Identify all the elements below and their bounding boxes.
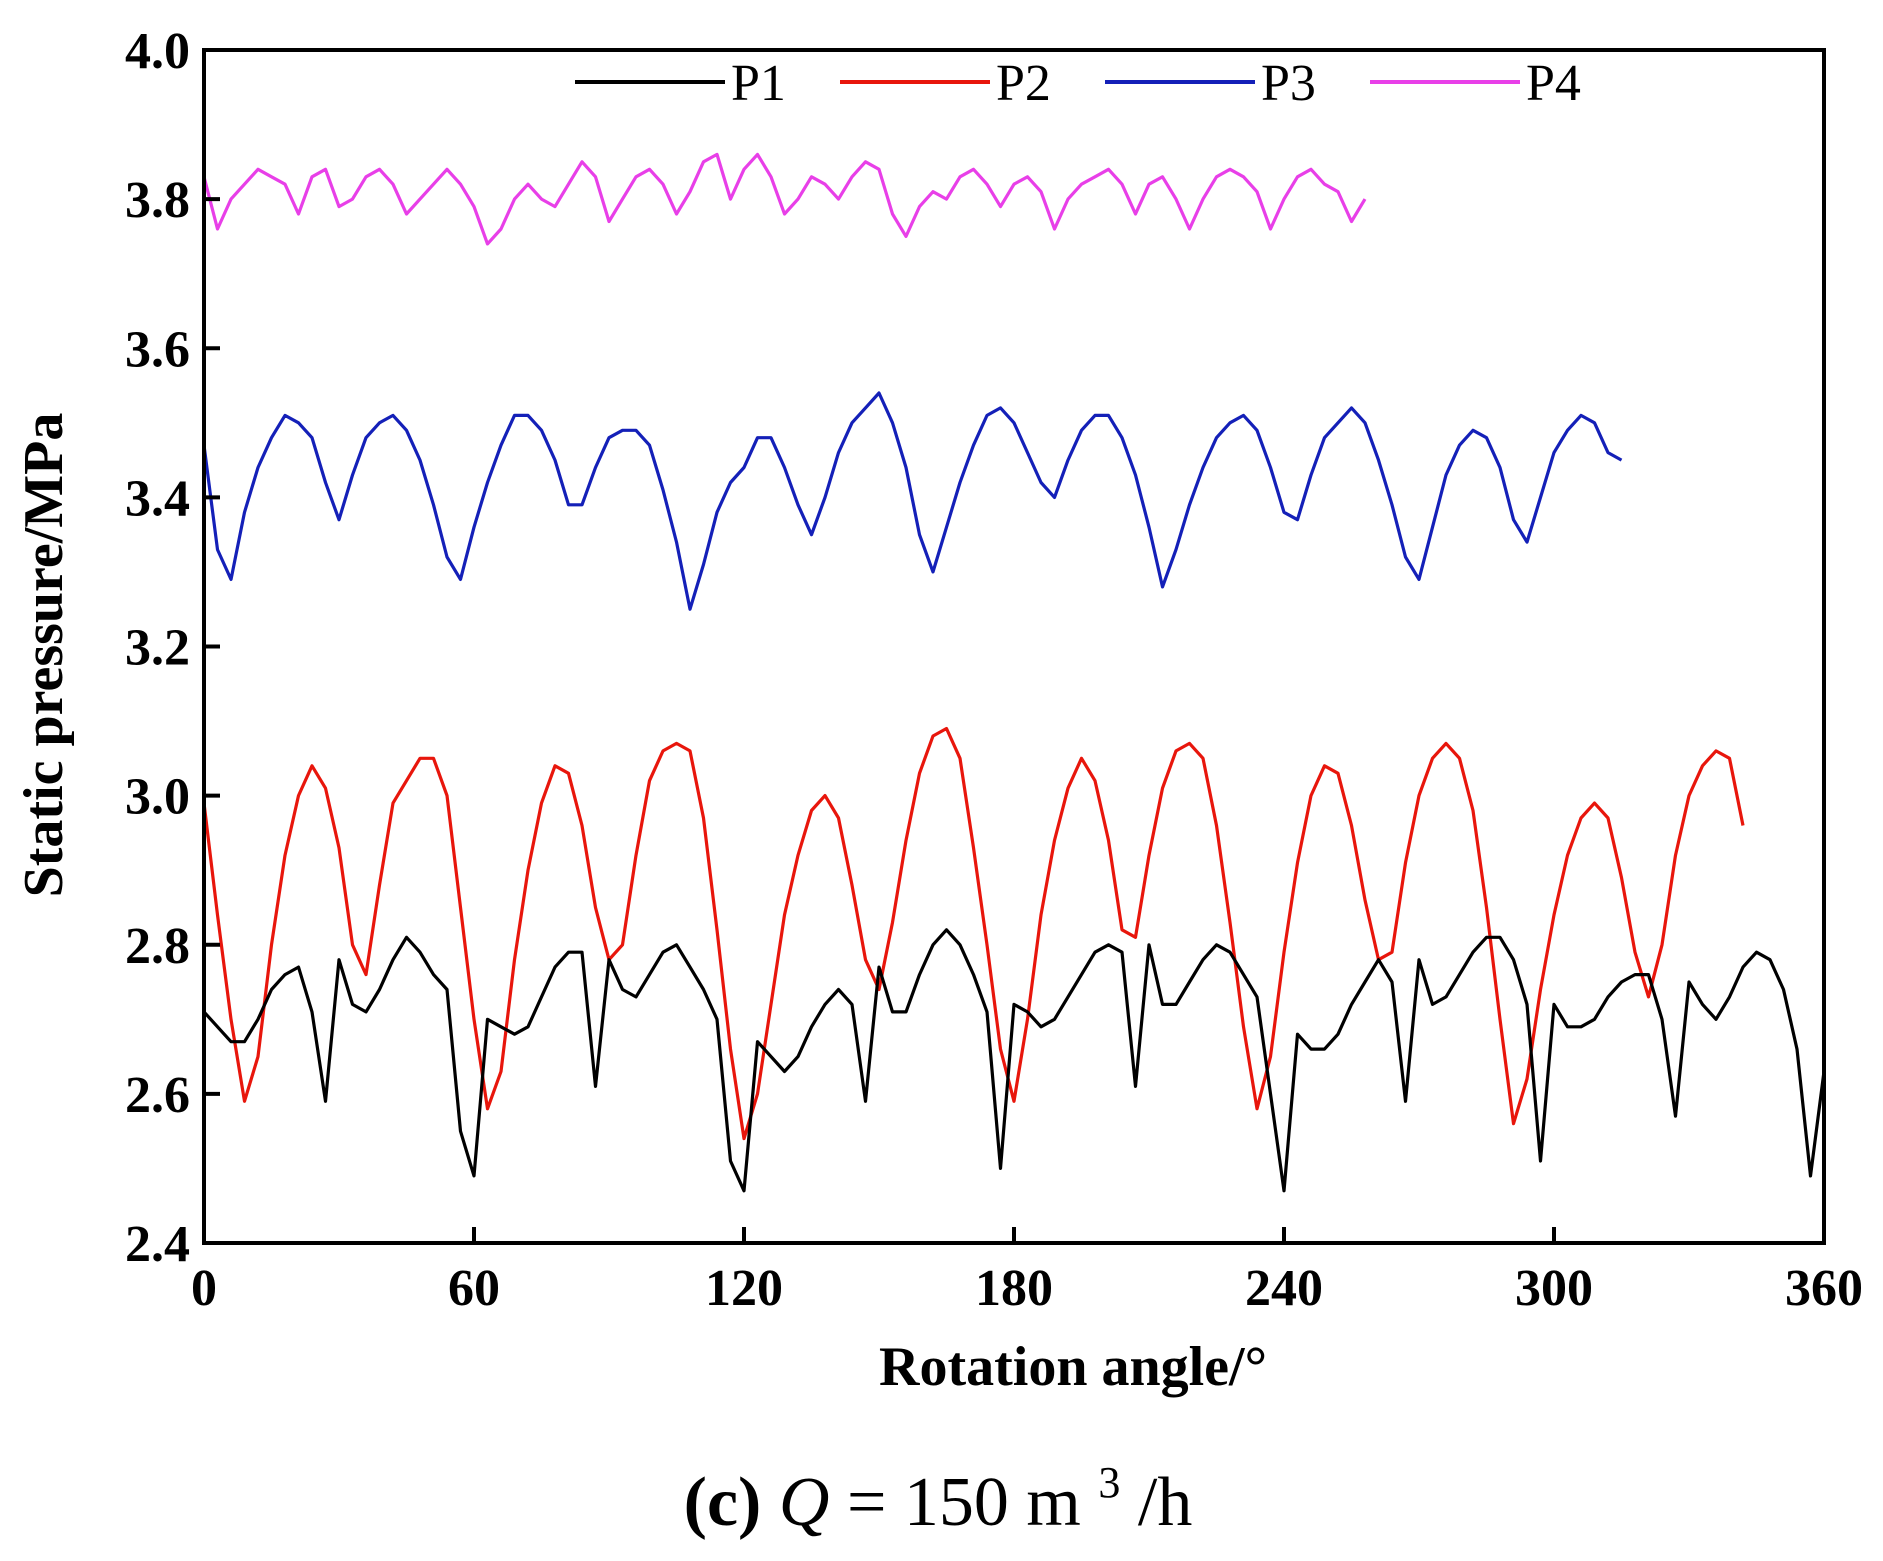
legend: P1 P2 P3 P4 — [575, 55, 1581, 112]
y-tick-label: 3.2 — [125, 620, 190, 677]
x-tick-label: 360 — [1785, 1260, 1863, 1317]
figure-caption: (c) Q = 150 m 3 /h — [684, 1436, 1193, 1541]
axes: 0 60 120 180 240 300 360 2.4 2.6 2.8 3.0 3.2 3.4 3.6 3… — [125, 23, 1863, 1317]
plot-area — [204, 152, 1824, 1193]
x-tick-label: 300 — [1515, 1260, 1593, 1317]
caption-symbol: Q — [779, 1464, 830, 1541]
series-line-p4 — [204, 152, 1367, 246]
series-line-p1 — [204, 928, 1824, 1193]
x-tick-label: 120 — [705, 1260, 783, 1317]
legend-label-p2: P2 — [996, 55, 1051, 112]
y-tick-label: 2.8 — [125, 918, 190, 975]
series-line-p3 — [204, 391, 1623, 611]
y-tick-label: 3.4 — [125, 470, 190, 527]
series-lines — [204, 152, 1824, 1193]
x-tick-label: 180 — [975, 1260, 1053, 1317]
y-tick-label: 2.4 — [125, 1216, 190, 1273]
caption-main: = 150 m — [847, 1464, 1081, 1541]
series-line-p2 — [204, 726, 1745, 1141]
caption-superscript: 3 — [1098, 1458, 1120, 1507]
caption-end: /h — [1138, 1464, 1192, 1541]
x-tick-label: 240 — [1245, 1260, 1323, 1317]
y-axis-title: Static pressure/MPa — [13, 413, 75, 898]
y-tick-label: 4.0 — [125, 23, 190, 80]
y-tick-label: 3.0 — [125, 769, 190, 826]
legend-label-p3: P3 — [1261, 55, 1316, 112]
y-tick-label: 3.8 — [125, 172, 190, 229]
caption-letter: (c) — [684, 1464, 762, 1541]
axes-frame — [202, 48, 1826, 1245]
y-tick-label: 2.6 — [125, 1067, 190, 1124]
legend-label-p4: P4 — [1526, 55, 1581, 112]
y-tick-label: 3.6 — [125, 321, 190, 378]
legend-label-p1: P1 — [731, 55, 786, 112]
x-tick-label: 0 — [191, 1260, 217, 1317]
x-axis-title: Rotation angle/° — [879, 1336, 1267, 1398]
x-tick-label: 60 — [448, 1260, 500, 1317]
